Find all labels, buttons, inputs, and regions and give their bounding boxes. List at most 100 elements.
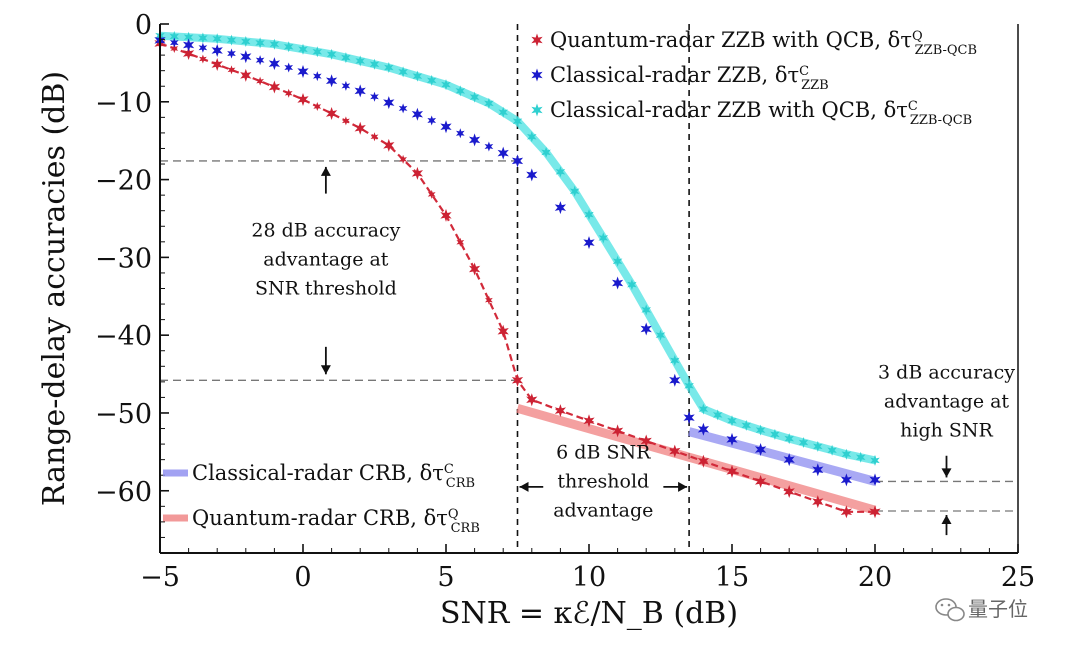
classical-zzb-qcb-marker: [584, 209, 594, 221]
quantum-zzb-qcb-marker: [583, 414, 595, 428]
classical-zzb-qcb-marker: [655, 329, 666, 341]
classical-zzb-qcb-marker: [355, 55, 365, 67]
quantum-zzb-qcb-marker: [399, 154, 407, 164]
y-axis-title: Range-delay accuracies (dB): [37, 71, 72, 506]
classical-zzb-marker: [754, 443, 767, 457]
classical-zzb-qcb-marker: [712, 409, 723, 421]
classical-zzb-qcb-marker: [455, 85, 466, 97]
quantum-zzb-qcb-marker: [342, 116, 350, 126]
annotation-text-0: 28 dB accuracy: [251, 220, 400, 242]
quantum-zzb-qcb-marker: [268, 80, 281, 94]
x-tick-label: 0: [294, 562, 311, 593]
classical-zzb-marker: [840, 473, 853, 487]
y-tick-label: −10: [95, 88, 152, 119]
classical-zzb-qcb-marker: [498, 106, 508, 118]
y-tick-label: −40: [95, 321, 152, 352]
x-tick-label: 5: [437, 562, 454, 593]
classical-zzb-marker: [497, 146, 509, 160]
classical-zzb-qcb-marker: [612, 255, 623, 267]
classical-zzb-qcb-marker: [641, 304, 651, 316]
classical-zzb-marker: [227, 48, 236, 59]
quantum-zzb-qcb-marker: [170, 44, 179, 54]
legend-label: Quantum-radar ZZB with QCB, δτQ ZZB-QCB: [550, 28, 977, 58]
classical-zzb-qcb-marker: [627, 279, 637, 291]
classical-zzb-qcb-marker: [827, 444, 837, 456]
classical-zzb-qcb-marker: [741, 419, 752, 431]
classical-zzb-qcb-marker: [670, 354, 680, 366]
classical-zzb-marker: [869, 473, 881, 487]
classical-zzb-qcb-marker: [441, 79, 451, 91]
quantum-zzb-qcb-marker: [240, 68, 252, 82]
classical-zzb-marker: [240, 50, 252, 64]
quantum-zzb-qcb-marker: [869, 505, 881, 519]
annotations: 28 dB accuracy advantage at SNR threshold 6…: [251, 166, 1015, 536]
classical-zzb-marker: [554, 201, 567, 215]
quantum-zzb-qcb-marker: [383, 138, 395, 152]
y-tick-label: 0: [135, 10, 152, 41]
classical-zzb-marker: [354, 84, 366, 98]
classical-zzb-marker: [268, 57, 281, 71]
classical-zzb-qcb-marker: [298, 43, 308, 55]
classical-zzb-marker: [398, 103, 408, 114]
classical-zzb-marker: [182, 38, 195, 52]
x-tick-label: 25: [1001, 562, 1035, 593]
classical-zzb-marker: [640, 322, 652, 336]
quantum-zzb-qcb-marker: [726, 464, 738, 478]
annotation-text-1: threshold: [557, 470, 649, 492]
classical-zzb-qcb-marker: [484, 97, 494, 109]
wechat-icon: [935, 598, 965, 622]
classical-zzb-qcb-marker: [512, 115, 523, 127]
classical-zzb-qcb-marker: [341, 52, 351, 64]
legend-label: Classical-radar CRB, δτC CRB: [192, 461, 475, 491]
annotation-text-1: advantage: [553, 499, 653, 521]
classical-zzb-marker: [198, 42, 208, 53]
y-tick-label: −20: [95, 166, 152, 197]
quantum-zzb-qcb-marker: [370, 132, 379, 142]
classical-radar-crbline: [687, 427, 877, 486]
legend-label: Quantum-radar CRB, δτQ CRB: [192, 506, 480, 536]
classical-zzb-qcb-marker: [269, 38, 280, 50]
classical-zzb-marker: [484, 141, 494, 152]
classical-zzb-marker: [440, 120, 452, 134]
classical-zzb-marker: [297, 64, 309, 78]
quantum-zzb-qcb-marker: [411, 166, 424, 180]
classical-zzb-marker: [427, 115, 437, 126]
y-tick-label: −60: [95, 477, 152, 508]
arrow-28db-down-head: [320, 365, 331, 375]
classical-zzb-qcb-marker: [212, 33, 222, 45]
classical-zzb-marker: [583, 236, 595, 250]
quantum-zzb-qcb-marker: [199, 54, 207, 64]
classical-zzb-marker: [325, 74, 338, 88]
classical-zzb-qcb-marker: [369, 58, 380, 70]
classical-zzb-marker: [383, 96, 395, 110]
classical-zzb-marker: [169, 37, 179, 48]
classical-zzb-marker: [526, 168, 538, 182]
classical-zzb-marker: [455, 128, 465, 139]
classical-zzb-marker: [683, 411, 695, 425]
classical-zzb-marker: [312, 71, 322, 82]
classical-zzb-qcb-marker: [169, 30, 180, 42]
quantum-zzb-qcb-marker: [297, 92, 309, 106]
classical-zzb-marker: [255, 55, 265, 66]
annotation-text-2: 3 dB accuracy: [878, 361, 1015, 383]
arrow-6db-right-head: [678, 481, 688, 492]
quantum-zzb-qcb-marker: [182, 47, 195, 61]
y-tick-label: −50: [95, 399, 152, 430]
quantum-zzb-qcb-marker: [284, 88, 293, 98]
classical-zzb-qcb-marker: [255, 37, 265, 49]
classical-zzb-qcb-marker: [541, 146, 551, 158]
classical-zzb-qcb-marker: [183, 31, 194, 43]
classical-zzb-marker: [341, 80, 351, 91]
classical-zzb-qcb-marker: [312, 46, 323, 58]
classical-zzb-marker: [411, 107, 424, 121]
classical-zzb-marker: [783, 453, 795, 467]
quantum-zzb-qcb-marker: [669, 444, 681, 458]
quantum-zzb-qcb-marker: [554, 404, 567, 418]
y-tick-label: −30: [95, 243, 152, 274]
classical-zzb-qcb-marker: [527, 131, 537, 143]
legend-label: Classical-radar ZZB with QCB, δτC ZZB-QCB: [550, 98, 972, 128]
quantum-zzb-qcb-marker: [440, 208, 452, 222]
x-tick-label: 10: [572, 562, 606, 593]
